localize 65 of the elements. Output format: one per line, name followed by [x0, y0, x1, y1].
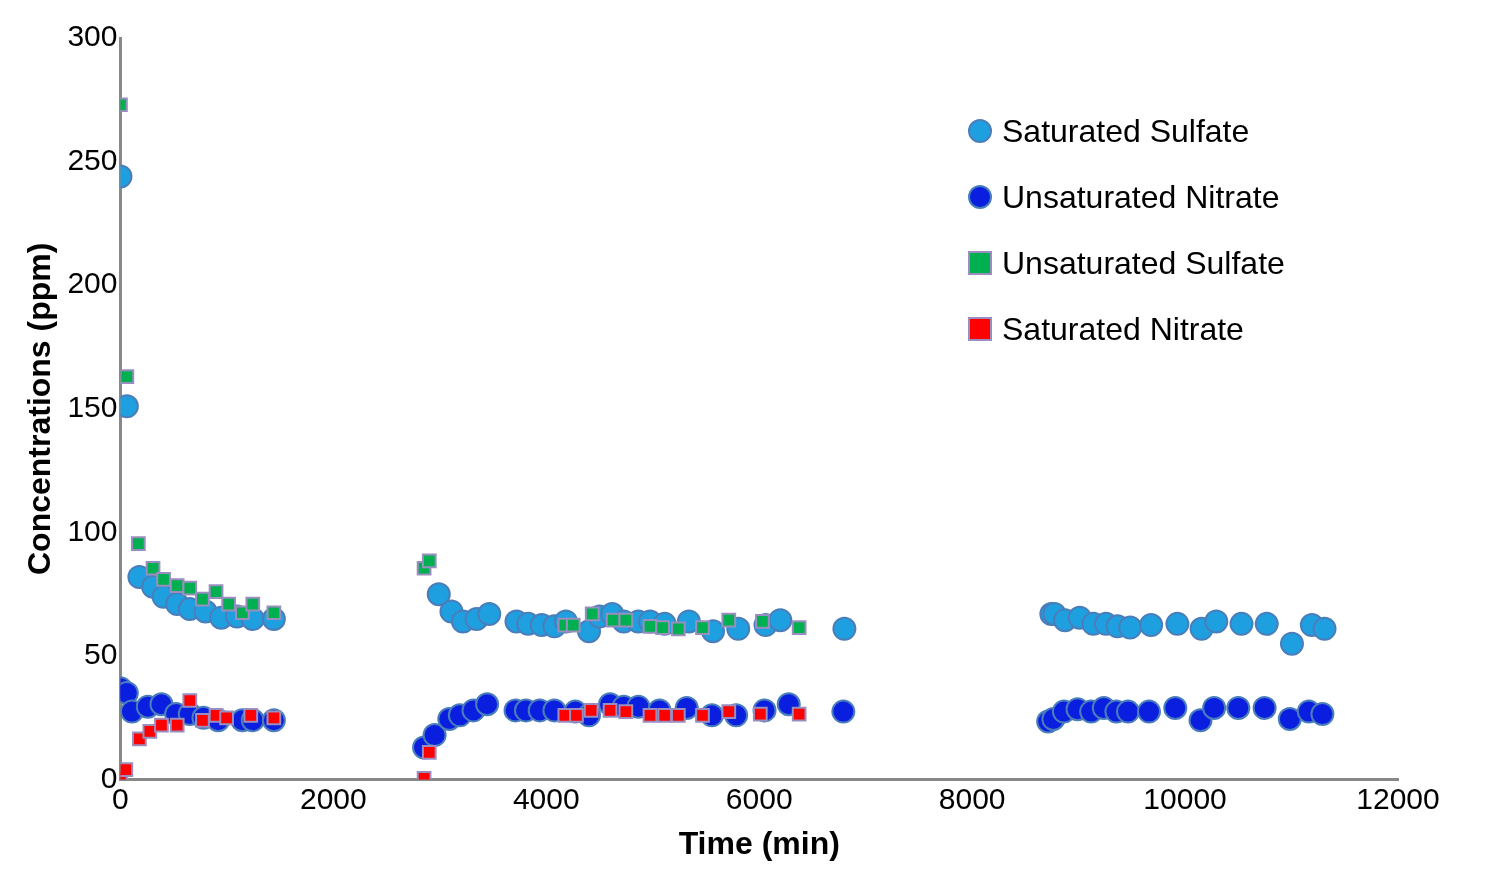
point: [1202, 695, 1227, 720]
point: [768, 608, 793, 633]
point: [1229, 611, 1254, 636]
point: [1139, 613, 1164, 638]
y-tick-label: 300: [67, 19, 118, 53]
y-tick-label: 100: [67, 513, 118, 547]
point: [195, 591, 210, 607]
point: [1254, 611, 1279, 636]
point: [1165, 611, 1190, 636]
y-tick-label: 150: [67, 390, 118, 424]
point: [670, 621, 686, 637]
point: [1312, 616, 1337, 641]
legend-label: Unsaturated Sulfate: [1002, 244, 1285, 282]
point: [245, 596, 261, 612]
x-tick-label: 10000: [1143, 781, 1227, 815]
point: [832, 616, 857, 641]
x-tick-label: 12000: [1356, 781, 1440, 815]
point: [208, 584, 224, 600]
point: [1136, 699, 1161, 724]
point: [169, 717, 185, 733]
point: [1163, 695, 1188, 720]
point: [791, 706, 807, 722]
point: [130, 536, 146, 551]
point: [156, 572, 171, 587]
x-tick-label: 6000: [725, 781, 793, 815]
point: [426, 582, 451, 607]
point: [182, 693, 198, 708]
point: [831, 699, 856, 724]
point: [670, 707, 686, 723]
point: [1310, 702, 1335, 727]
x-axis-title: Time (min): [678, 824, 840, 861]
point: [142, 724, 158, 739]
point: [1279, 631, 1304, 656]
legend-label: Unsaturated Nitrate: [1002, 178, 1280, 216]
y-tick-label: 200: [67, 266, 118, 300]
point: [221, 596, 236, 612]
point: [120, 762, 134, 778]
y-tick-label: 250: [67, 142, 118, 176]
point: [182, 580, 198, 596]
x-tick-label: 8000: [938, 781, 1006, 815]
point: [120, 369, 135, 385]
point: [1277, 707, 1302, 732]
point: [477, 601, 502, 626]
point: [421, 553, 437, 569]
point: [1118, 615, 1143, 640]
point: [154, 717, 169, 733]
point: [695, 620, 710, 635]
y-tick-label: 50: [84, 637, 118, 671]
point: [1204, 609, 1229, 634]
point: [1252, 695, 1277, 720]
point: [422, 723, 447, 748]
point: [145, 560, 161, 576]
x-tick-label: 2000: [300, 781, 367, 815]
legend-label: Saturated Nitrate: [1002, 310, 1244, 348]
point: [475, 692, 500, 717]
legend-label: Saturated Sulfate: [1002, 112, 1250, 150]
point: [1116, 699, 1141, 724]
point: [721, 612, 737, 628]
point: [1226, 695, 1251, 720]
point: [642, 707, 658, 723]
point: [791, 620, 807, 635]
y-axis-title: Concentrations (ppm): [21, 242, 58, 576]
point: [421, 745, 437, 760]
x-tick-label: 4000: [512, 781, 580, 815]
point: [695, 707, 710, 723]
